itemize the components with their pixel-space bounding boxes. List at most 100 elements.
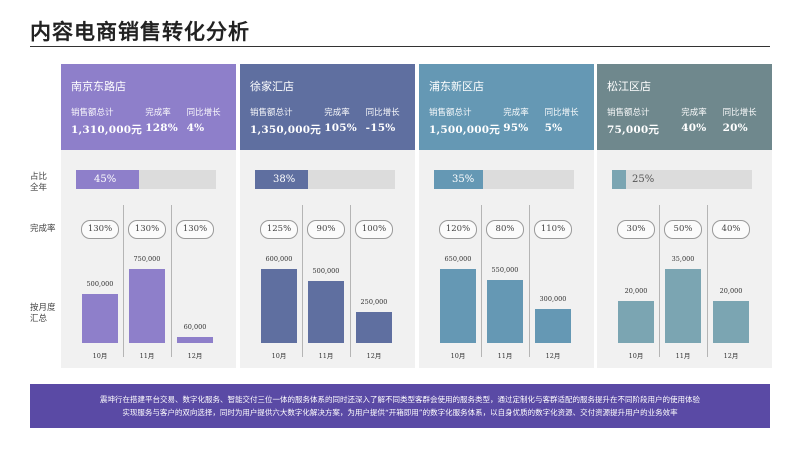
share-bar-fill — [76, 170, 139, 189]
metric-label: 完成率 — [145, 108, 171, 118]
bar-value-label: 250,000 — [360, 298, 388, 307]
metric-total: 销售额总计 75,000元 — [607, 106, 681, 137]
metric-yoy: 同比增长 5% — [545, 106, 588, 137]
bar — [618, 300, 654, 343]
completion-pill: 40% — [712, 220, 750, 239]
metric-label: 同比增长 — [722, 108, 757, 118]
metric-value: 5% — [544, 122, 563, 134]
bar-value-label: 60,000 — [183, 323, 207, 332]
store-metrics: 销售额总计 1,310,000元 完成率 128% 同比增长 4% — [71, 106, 230, 137]
metric-value: 1,500,000元 — [429, 124, 500, 136]
metric-total: 销售额总计 1,350,000元 — [250, 106, 324, 137]
share-bar-track: 38% — [255, 170, 395, 189]
share-bar-track: 35% — [434, 170, 574, 189]
monthly-bar-chart: 500,000 10月 750,000 11月 60,000 12月 — [61, 246, 236, 368]
share-bar-track: 25% — [612, 170, 752, 189]
column-divider — [123, 205, 124, 357]
bar-value-label: 500,000 — [312, 267, 340, 276]
bar-value-label: 600,000 — [265, 255, 293, 263]
share-bar-fill — [255, 170, 309, 189]
metric-value: 40% — [681, 122, 707, 134]
store-panel: 徐家汇店销售额总计 1,350,000元 完成率 105% 同比增长 -15% 38% 125… — [240, 64, 415, 368]
metric-rate: 完成率 95% — [503, 106, 544, 137]
store-header: 松江区店 销售额总计 75,000元 完成率 40% 同比增长 20% — [597, 64, 772, 150]
metric-value: 1,350,000元 — [250, 124, 321, 136]
metric-yoy: 同比增长 -15% — [366, 106, 409, 137]
completion-pill: 130% — [176, 220, 214, 239]
completion-pill: 130% — [128, 220, 166, 239]
column-divider — [302, 205, 303, 357]
bar-value-label: 550,000 — [491, 266, 519, 275]
metric-rate: 完成率 40% — [681, 106, 722, 137]
side-label-completion: 完成率 — [30, 224, 56, 234]
title-divider — [30, 46, 770, 47]
month-tick-label: 10月 — [271, 352, 287, 360]
metric-value: -15% — [365, 122, 396, 134]
column-divider — [481, 205, 482, 357]
store-panel: 南京东路店销售额总计 1,310,000元 完成率 128% 同比增长 4% 45% 130%… — [61, 64, 236, 368]
metric-value: 4% — [186, 122, 205, 134]
monthly-bar-chart: 600,000 10月 500,000 11月 250,000 12月 — [240, 246, 415, 368]
footer-banner: 震坤行在搭建平台交易、数字化服务、智能交付三位一体的服务体系的同时还深入了解不同… — [30, 384, 770, 428]
bar — [487, 280, 523, 343]
share-bar-label: 45% — [94, 174, 117, 185]
completion-pill: 125% — [260, 220, 298, 239]
bar — [82, 293, 118, 343]
share-bar-fill — [434, 170, 483, 189]
share-bar-label: 25% — [632, 174, 655, 185]
metric-total: 销售额总计 1,310,000元 — [71, 106, 145, 137]
share-bar-fill — [612, 170, 626, 189]
metric-rate: 完成率 105% — [324, 106, 365, 137]
store-name: 南京东路店 — [71, 80, 126, 93]
column-divider — [659, 205, 660, 357]
bar — [440, 269, 476, 343]
share-bar-label: 38% — [273, 174, 296, 185]
month-tick-label: 10月 — [628, 352, 644, 360]
metric-label: 同比增长 — [186, 108, 221, 118]
footer-line-1: 震坤行在搭建平台交易、数字化服务、智能交付三位一体的服务体系的同时还深入了解不同… — [100, 395, 700, 404]
metric-yoy: 同比增长 20% — [723, 106, 766, 137]
metric-value: 95% — [503, 122, 529, 134]
store-name: 徐家汇店 — [250, 80, 294, 93]
bar — [356, 312, 392, 343]
side-label-monthly: 按月度 汇总 — [30, 303, 56, 324]
share-bar-track: 45% — [76, 170, 216, 189]
metric-label: 销售额总计 — [607, 108, 650, 118]
completion-pill: 110% — [534, 220, 572, 239]
metric-value: 105% — [324, 122, 357, 134]
metric-value: 1,310,000元 — [71, 124, 142, 136]
completion-pill: 130% — [81, 220, 119, 239]
footer-line-2: 实现服务与客户的双向选择，同时为用户提供六大数字化解决方案，为用户提供“开箱即用… — [122, 408, 678, 417]
column-divider — [529, 205, 530, 357]
store-header: 南京东路店销售额总计 1,310,000元 完成率 128% 同比增长 4% — [61, 64, 236, 150]
bar — [129, 269, 165, 343]
completion-pill: 50% — [664, 220, 702, 239]
monthly-bar-chart: 650,000 10月 550,000 11月 300,000 12月 — [419, 246, 594, 368]
completion-pill: 120% — [439, 220, 477, 239]
bar — [665, 269, 701, 343]
bar — [535, 308, 571, 343]
month-tick-label: 12月 — [187, 352, 203, 360]
month-tick-label: 12月 — [545, 352, 561, 360]
month-tick-label: 11月 — [675, 352, 691, 360]
store-metrics: 销售额总计 75,000元 完成率 40% 同比增长 20% — [607, 106, 766, 137]
bar-value-label: 300,000 — [539, 294, 567, 303]
metric-label: 销售额总计 — [429, 108, 472, 118]
bar-value-label: 650,000 — [444, 255, 472, 263]
bar — [713, 300, 749, 343]
bar — [308, 281, 344, 343]
store-panel: 浦东新区店 销售额总计 1,500,000元 完成率 95% 同比增长 5% 35% 120% 8… — [419, 64, 594, 368]
completion-pill: 80% — [486, 220, 524, 239]
store-panel: 松江区店 销售额总计 75,000元 完成率 40% 同比增长 20% 25% 30% 50% 40… — [597, 64, 772, 368]
store-metrics: 销售额总计 1,500,000元 完成率 95% 同比增长 5% — [429, 106, 588, 137]
metric-value: 128% — [145, 122, 178, 134]
metric-total: 销售额总计 1,500,000元 — [429, 106, 503, 137]
store-header: 徐家汇店销售额总计 1,350,000元 完成率 105% 同比增长 -15% — [240, 64, 415, 150]
metric-label: 销售额总计 — [71, 108, 114, 118]
completion-pill: 30% — [617, 220, 655, 239]
metric-rate: 完成率 128% — [145, 106, 186, 137]
metric-label: 销售额总计 — [250, 108, 293, 118]
month-tick-label: 12月 — [366, 352, 382, 360]
month-tick-label: 11月 — [139, 352, 155, 360]
column-divider — [171, 205, 172, 357]
